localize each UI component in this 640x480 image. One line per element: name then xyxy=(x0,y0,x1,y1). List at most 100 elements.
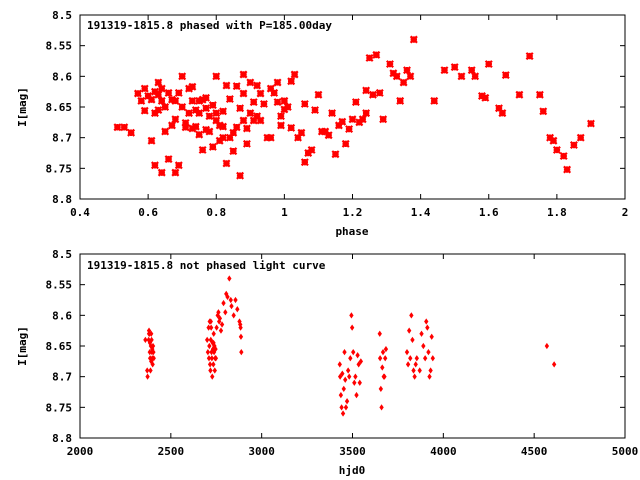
data-point xyxy=(144,91,153,100)
data-point xyxy=(147,339,153,347)
data-point xyxy=(218,327,224,334)
data-point xyxy=(539,107,548,116)
data-point xyxy=(239,116,248,125)
data-point xyxy=(419,330,424,337)
data-point xyxy=(211,339,216,347)
data-point xyxy=(205,112,214,121)
data-point xyxy=(276,121,285,130)
data-point xyxy=(406,72,415,81)
data-point xyxy=(300,99,309,108)
data-point xyxy=(150,161,159,170)
data-point xyxy=(334,121,343,130)
data-point xyxy=(225,95,234,104)
data-point xyxy=(219,321,225,328)
y-tick-label: 8.55 xyxy=(46,40,73,53)
data-point xyxy=(181,118,190,127)
y-axis-ticks: 8.5 8.55 8.6 8.65 8.7 8.75 8.8 xyxy=(46,9,625,206)
data-point xyxy=(343,404,349,411)
x-axis-ticks: 2000 2500 3000 3500 4000 4500 5000 xyxy=(67,254,639,458)
data-point xyxy=(202,104,211,113)
data-point xyxy=(229,128,238,137)
data-point xyxy=(215,136,224,145)
data-point xyxy=(167,121,176,130)
data-point xyxy=(246,78,255,87)
data-point xyxy=(113,123,122,132)
data-point xyxy=(205,336,210,343)
x-tick-label: 5000 xyxy=(612,445,639,458)
x-tick-label: 0.4 xyxy=(70,206,90,219)
x-axis-label: hjd0 xyxy=(339,464,366,477)
data-point xyxy=(356,361,361,368)
data-point xyxy=(467,66,476,75)
data-point xyxy=(408,355,413,362)
data-point xyxy=(586,119,595,128)
data-point xyxy=(164,88,173,97)
x-tick-label: 4000 xyxy=(430,445,457,458)
data-point xyxy=(145,367,150,374)
data-point xyxy=(362,109,371,118)
chart-title: 191319-1815.8 not phased light curve xyxy=(87,259,326,272)
data-point xyxy=(143,336,148,343)
data-point xyxy=(207,342,212,350)
data-point xyxy=(471,72,480,81)
data-point xyxy=(348,115,357,124)
data-point xyxy=(154,90,163,99)
data-point xyxy=(365,53,374,62)
data-point xyxy=(157,168,166,177)
data-point xyxy=(372,50,381,59)
data-point xyxy=(345,125,354,134)
data-point xyxy=(389,69,398,78)
data-point xyxy=(559,152,568,161)
data-point xyxy=(222,81,231,90)
data-point xyxy=(214,324,219,331)
data-point xyxy=(404,349,410,356)
data-point xyxy=(239,349,244,356)
data-point xyxy=(349,324,355,331)
y-tick-label: 8.7 xyxy=(52,371,72,384)
data-point xyxy=(147,136,156,145)
data-point xyxy=(348,355,353,362)
data-point xyxy=(457,72,466,81)
data-point xyxy=(127,128,136,137)
data-point xyxy=(563,165,572,174)
data-point xyxy=(213,345,218,353)
data-point xyxy=(148,367,153,374)
x-axis-ticks: 0.4 0.6 0.8 1 1.2 1.4 1.6 1.8 2 xyxy=(70,15,628,219)
data-point xyxy=(311,106,320,115)
data-point xyxy=(224,290,229,297)
data-point xyxy=(379,404,384,411)
data-point xyxy=(354,391,359,399)
data-point xyxy=(273,78,282,87)
data-point xyxy=(266,133,275,142)
data-point xyxy=(484,60,493,69)
data-point xyxy=(331,150,340,159)
data-point xyxy=(171,115,180,124)
data-point xyxy=(411,367,416,374)
y-tick-label: 8.75 xyxy=(46,162,73,175)
data-point xyxy=(287,123,296,132)
data-point xyxy=(353,373,358,380)
data-point xyxy=(225,133,234,142)
data-point xyxy=(157,84,166,93)
data-point xyxy=(321,127,330,136)
data-point xyxy=(280,96,289,105)
data-point xyxy=(259,99,268,108)
data-point xyxy=(181,123,190,132)
data-point xyxy=(552,145,561,154)
data-point xyxy=(212,116,221,125)
x-tick-label: 4500 xyxy=(521,445,548,458)
data-point xyxy=(161,127,170,136)
x-tick-label: 2000 xyxy=(67,445,94,458)
data-point xyxy=(212,109,221,118)
chart-title: 191319-1815.8 phased with P=185.00day xyxy=(87,19,332,32)
data-point xyxy=(149,358,154,365)
data-point xyxy=(498,109,507,118)
data-point xyxy=(544,342,550,350)
data-point xyxy=(231,312,236,319)
data-point xyxy=(379,115,388,124)
data-point xyxy=(178,103,187,111)
data-point xyxy=(249,98,258,107)
data-point xyxy=(242,124,251,133)
data-point xyxy=(546,133,555,142)
